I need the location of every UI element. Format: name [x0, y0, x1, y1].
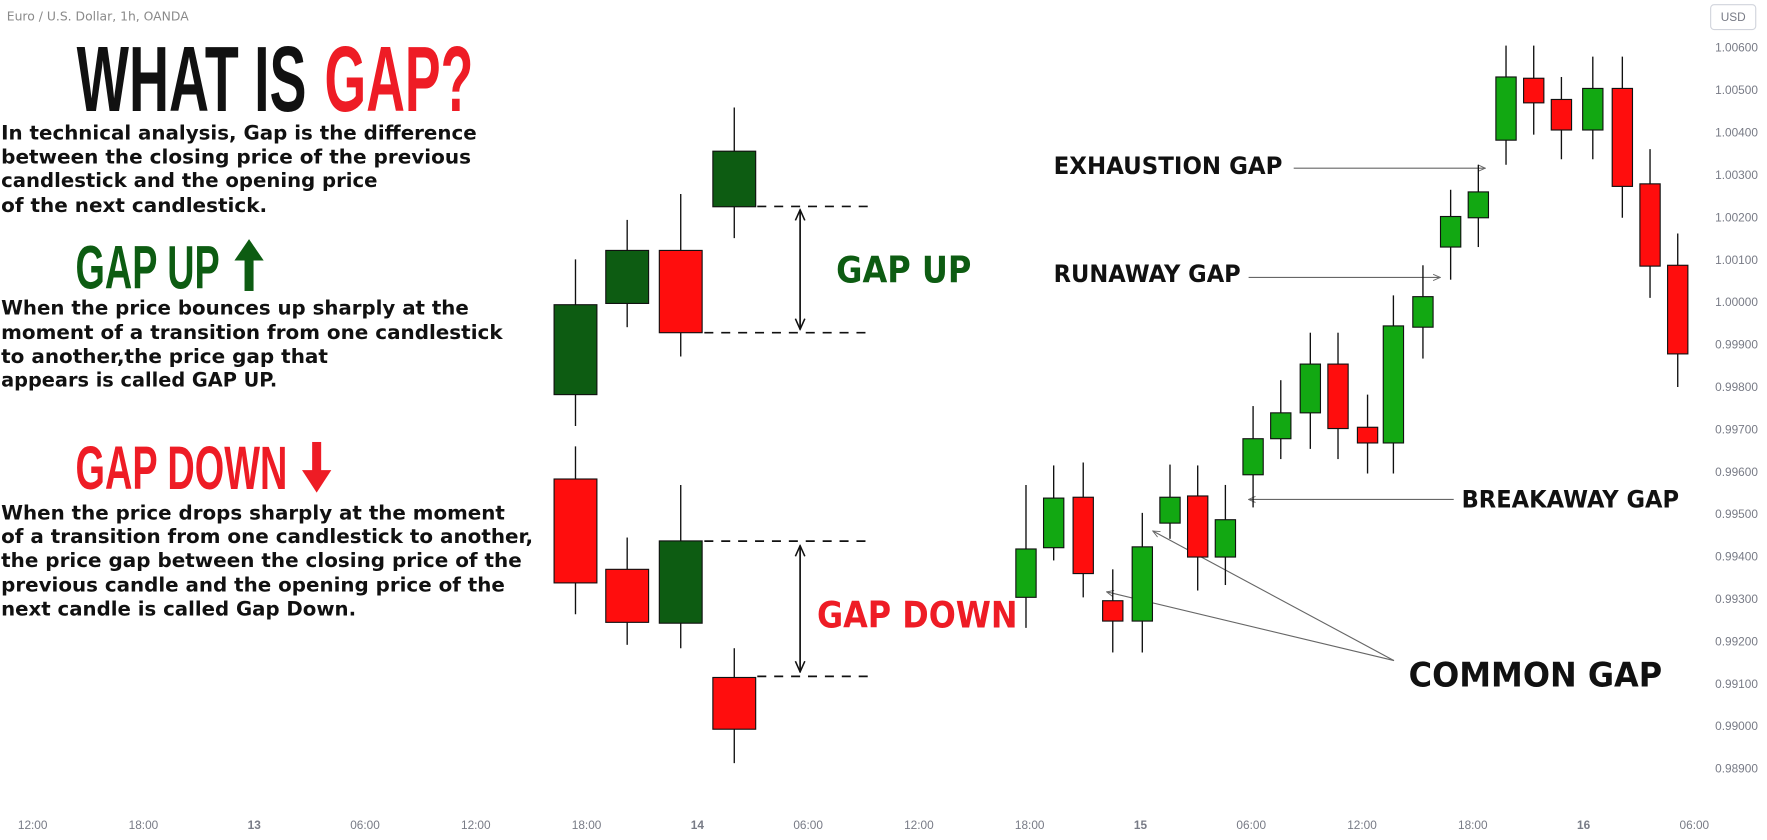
y-tick-label: 0.99600 [1715, 465, 1758, 479]
candle-body [658, 249, 703, 334]
x-tick-label: 06:00 [793, 818, 823, 832]
x-tick-label: 18:00 [129, 818, 159, 832]
x-tick-label: 14 [691, 818, 705, 832]
y-tick-label: 1.00000 [1715, 295, 1758, 309]
y-tick-label: 1.00100 [1715, 253, 1758, 267]
y-tick-label: 0.99400 [1715, 550, 1758, 564]
x-tick-label: 12:00 [1347, 818, 1377, 832]
x-tick-label: 18:00 [1015, 818, 1045, 832]
candle-body [1186, 495, 1209, 558]
candle-body [1523, 77, 1545, 104]
candle-body [1495, 76, 1517, 141]
candle-body [1582, 87, 1604, 131]
up-arrow-icon [234, 239, 264, 291]
y-tick-label: 0.98900 [1715, 762, 1758, 776]
candle-body [1214, 519, 1237, 558]
currency-label[interactable]: USD [1721, 10, 1746, 24]
gap-up-label: GAP UP [836, 250, 971, 292]
gap-down-line: of a transition from one candlestick to … [1, 525, 533, 548]
common-gap-label: COMMON GAP [1409, 656, 1663, 695]
gap-down-line: next candle is called Gap Down. [1, 597, 356, 620]
y-tick-label: 0.99100 [1715, 677, 1758, 691]
y-tick-label: 1.00200 [1715, 210, 1758, 224]
y-tick-label: 1.00300 [1715, 168, 1758, 182]
candle-body [1611, 87, 1634, 187]
candle-body [712, 150, 757, 208]
gap-down-line: When the price drops sharply at the mome… [1, 501, 505, 524]
gap-guides [704, 205, 868, 678]
candle-body [1356, 426, 1379, 444]
gap-up-line: moment of a transition from one candlest… [1, 321, 504, 344]
x-tick-label: 15 [1134, 818, 1148, 832]
y-tick-label: 1.00600 [1715, 41, 1758, 55]
breakaway-gap-label: BREAKAWAY GAP [1462, 485, 1679, 513]
intro-line: In technical analysis, Gap is the differ… [1, 122, 477, 145]
runaway-gap-label: RUNAWAY GAP [1054, 260, 1241, 288]
main-title: WHAT IS [77, 27, 307, 131]
x-tick-label: 06:00 [350, 818, 380, 832]
candle-body [658, 540, 703, 624]
x-tick-label: 13 [248, 818, 262, 832]
gap-up-line: to another,the price gap that [1, 345, 328, 368]
y-tick-label: 0.99200 [1715, 634, 1758, 648]
x-tick-label: 06:00 [1680, 818, 1710, 832]
y-tick-label: 0.99300 [1715, 592, 1758, 606]
candle-body [1015, 548, 1037, 598]
candle-body [1042, 497, 1065, 549]
y-tick-label: 0.99700 [1715, 422, 1758, 436]
x-tick-label: 06:00 [1236, 818, 1266, 832]
candle-body [553, 304, 598, 396]
gap-up-heading: GAP UP [76, 233, 220, 301]
gap-up-line: appears is called GAP UP. [1, 368, 277, 391]
candle-body [1131, 546, 1154, 622]
candle-body [1270, 412, 1292, 440]
x-tick-label: 18:00 [572, 818, 602, 832]
down-arrow-icon [302, 441, 332, 493]
candle-body [605, 568, 650, 623]
candle-body [1550, 98, 1573, 131]
y-tick-label: 0.99900 [1715, 338, 1758, 352]
x-tick-label: 16 [1577, 818, 1591, 832]
gap-down-line: the price gap between the closing price … [1, 549, 522, 572]
candle-body [1299, 363, 1322, 414]
layout: Euro / U.S. Dollar, 1h, OANDA USD WHAT I… [1, 4, 1757, 695]
candle-body [1102, 600, 1124, 622]
x-tick-label: 12:00 [18, 818, 48, 832]
intro-line: of the next candlestick. [1, 194, 267, 217]
gap-down-heading: GAP DOWN [76, 434, 288, 502]
gap-down-line: previous candle and the opening price of… [1, 574, 505, 597]
candle-body [1072, 496, 1094, 575]
gap-up-line: When the price bounces up sharply at the [1, 296, 469, 319]
x-tick-label: 18:00 [1458, 818, 1488, 832]
currency-box[interactable] [1710, 4, 1757, 31]
y-tick-label: 0.99500 [1715, 507, 1758, 521]
candle-body [712, 676, 757, 730]
candle-body [1467, 191, 1490, 219]
candle-body [1639, 183, 1661, 267]
candle-body [1242, 438, 1264, 476]
candle-body [1439, 215, 1462, 248]
intro-line: between the closing price of the previou… [1, 145, 471, 168]
main-title-accent: GAP? [325, 27, 474, 131]
y-tick-label: 1.00400 [1715, 126, 1758, 140]
candle-body [1412, 296, 1434, 328]
candle-body [1159, 496, 1181, 524]
x-tick-label: 12:00 [461, 818, 491, 832]
y-tick-label: 0.99800 [1715, 380, 1758, 394]
candle-body [1667, 264, 1689, 355]
candle-body [1382, 325, 1405, 444]
symbol-header: Euro / U.S. Dollar, 1h, OANDA [7, 9, 189, 24]
candle-body [605, 249, 650, 305]
candle-body [553, 478, 598, 584]
pointer-arrows [1107, 168, 1486, 662]
exhaustion-gap-label: EXHAUSTION GAP [1054, 152, 1283, 180]
x-tick-label: 12:00 [904, 818, 934, 832]
candle-body [1327, 363, 1349, 430]
intro-line: candlestick and the opening price [1, 169, 377, 192]
gap-down-label: GAP DOWN [817, 595, 1018, 637]
y-tick-label: 0.99000 [1715, 719, 1758, 733]
y-tick-label: 1.00500 [1715, 83, 1758, 97]
